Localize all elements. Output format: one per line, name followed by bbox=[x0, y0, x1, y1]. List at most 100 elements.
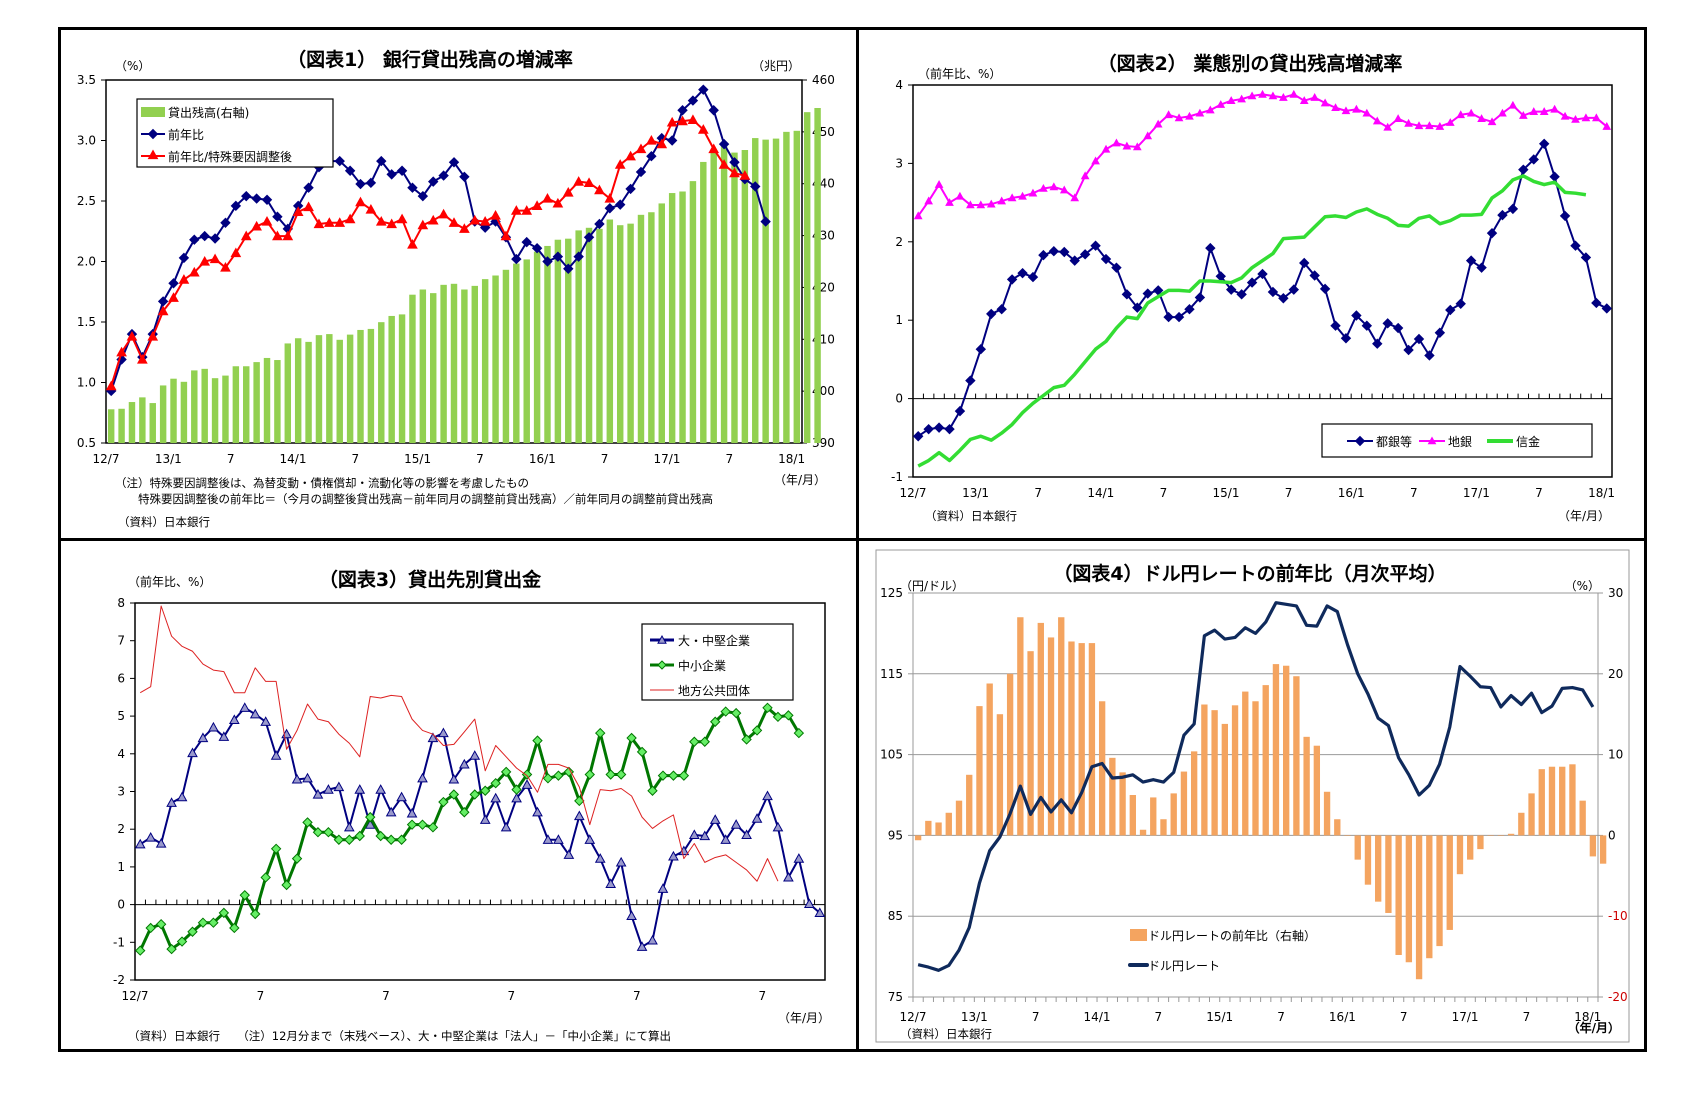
chart2-ytick-label: 1 bbox=[895, 313, 903, 327]
chart2-xtick-label: 7 bbox=[1285, 486, 1293, 500]
chart1-data-point bbox=[573, 176, 585, 186]
chart2-data-point bbox=[1581, 113, 1591, 122]
chart4-bar bbox=[1559, 766, 1566, 836]
chart1-data-point bbox=[615, 199, 626, 210]
chart1-source: （資料）日本銀行 bbox=[118, 515, 210, 529]
chart1-bar bbox=[752, 138, 759, 443]
chart3-data-point bbox=[699, 830, 711, 841]
chart2-data-point bbox=[1090, 240, 1101, 251]
chart3-xtick-label: 7 bbox=[257, 989, 265, 1003]
chart4-xtick-label: 15/1 bbox=[1206, 1010, 1233, 1024]
chart4-bar bbox=[966, 774, 973, 836]
chart1-data-point bbox=[282, 230, 294, 241]
chart1-data-point bbox=[220, 217, 231, 228]
chart1-data-point bbox=[677, 115, 688, 126]
chart1-bar bbox=[274, 360, 281, 443]
chart1-legend-swatch-bar bbox=[141, 107, 165, 117]
chart4-bar bbox=[1027, 651, 1034, 836]
chart1-data-point bbox=[459, 171, 470, 183]
chart2-data-point bbox=[976, 200, 986, 209]
chart1-bar bbox=[149, 403, 156, 443]
chart2-data-point bbox=[1174, 113, 1184, 122]
chart3-data-point bbox=[563, 849, 575, 859]
chart2-data-point bbox=[966, 200, 975, 209]
chart3-data-point bbox=[229, 922, 240, 934]
chart1-bar bbox=[201, 368, 208, 443]
chart4-bar bbox=[955, 800, 963, 836]
chart3-xtick-label: 7 bbox=[382, 989, 390, 1003]
chart2-data-point bbox=[1341, 106, 1351, 115]
chart2-data-point bbox=[1477, 114, 1486, 123]
chart4-bar bbox=[1354, 835, 1361, 860]
chart1-data-point bbox=[531, 200, 543, 210]
chart4-bar bbox=[1150, 797, 1157, 836]
chart1-bar bbox=[481, 279, 489, 443]
chart1-data-point bbox=[687, 95, 699, 106]
chart2-data-point bbox=[1059, 185, 1069, 194]
chart1-bar bbox=[565, 238, 572, 443]
chart1-bar bbox=[180, 381, 188, 443]
chart3-data-point bbox=[542, 773, 554, 784]
chart4-ytick-label-right: -10 bbox=[1608, 909, 1628, 923]
chart2-data-point bbox=[997, 196, 1007, 205]
chart2-data-point bbox=[1319, 283, 1331, 295]
chart1-data-point bbox=[178, 274, 190, 284]
chart2-data-point bbox=[1048, 246, 1060, 257]
chart3-data-point bbox=[814, 907, 826, 917]
chart3-data-point bbox=[636, 746, 648, 758]
chart2-data-point bbox=[1142, 288, 1153, 299]
chart4-bar bbox=[1579, 800, 1586, 836]
chart1-data-point bbox=[594, 184, 605, 195]
chart2-data-point bbox=[975, 344, 987, 355]
chart3-data-point bbox=[365, 811, 376, 823]
chart2-x-unit: （年/月） bbox=[1558, 509, 1610, 523]
chart2-data-point bbox=[1507, 203, 1519, 215]
chart3-data-point bbox=[375, 784, 387, 794]
chart3-data-point bbox=[354, 830, 365, 842]
chart1-bar bbox=[336, 339, 343, 443]
chart3-data-point bbox=[595, 727, 606, 739]
chart3-data-point bbox=[155, 837, 167, 848]
chart2-data-point bbox=[1299, 257, 1310, 269]
chart2-data-point bbox=[1445, 118, 1455, 126]
chart2-data-point bbox=[934, 180, 944, 188]
chart2-data-point bbox=[1445, 304, 1456, 316]
chart3-data-point bbox=[584, 769, 595, 780]
chart2-ytick-label: 3 bbox=[895, 156, 903, 170]
chart3-data-point bbox=[668, 770, 679, 781]
chart1-bar bbox=[305, 341, 312, 443]
chart1-legend-label: 貸出残高(右軸) bbox=[168, 105, 249, 120]
chart1-bar bbox=[253, 362, 260, 443]
chart3-data-point bbox=[406, 807, 418, 818]
chart2-xtick-label: 16/1 bbox=[1338, 486, 1365, 500]
chart1-bar bbox=[523, 259, 530, 443]
chart3-data-point bbox=[521, 779, 533, 789]
chart4-bar bbox=[1231, 705, 1239, 836]
chart4: （図表4）ドル円レートの前年比（月次平均） （円/ドル） （%） （年/月） （… bbox=[875, 549, 1630, 1043]
chart3-data-point bbox=[166, 943, 177, 955]
chart1-legend bbox=[136, 98, 334, 168]
chart1-data-point bbox=[209, 233, 221, 244]
chart2-data-point bbox=[1425, 121, 1434, 130]
chart3-ytick-label: 8 bbox=[117, 596, 125, 610]
panel-divider-horizontal bbox=[58, 538, 1647, 541]
chart2-data-point bbox=[1580, 252, 1592, 263]
chart2-data-point bbox=[1289, 89, 1299, 98]
chart1-data-point bbox=[479, 216, 491, 226]
chart2-data-point bbox=[1007, 193, 1017, 202]
chart2-data-point bbox=[1352, 104, 1361, 113]
chart4-ytick-label: 105 bbox=[880, 748, 903, 762]
chart1-data-point bbox=[230, 247, 242, 258]
chart4-bar bbox=[1538, 769, 1545, 836]
chart3-data-point bbox=[647, 785, 658, 796]
chart3-ytick-label: 5 bbox=[117, 709, 125, 723]
chart2-data-point bbox=[1017, 267, 1028, 279]
chart4-bar bbox=[1589, 835, 1597, 857]
chart4-bar bbox=[1017, 617, 1024, 836]
chart2-data-point bbox=[986, 199, 996, 208]
chart2-data-point bbox=[1570, 240, 1581, 251]
chart2-data-point bbox=[1225, 284, 1237, 295]
chart1-data-point bbox=[376, 155, 387, 167]
chart2-data-point bbox=[1340, 333, 1352, 344]
chart3-data-point bbox=[218, 907, 230, 919]
